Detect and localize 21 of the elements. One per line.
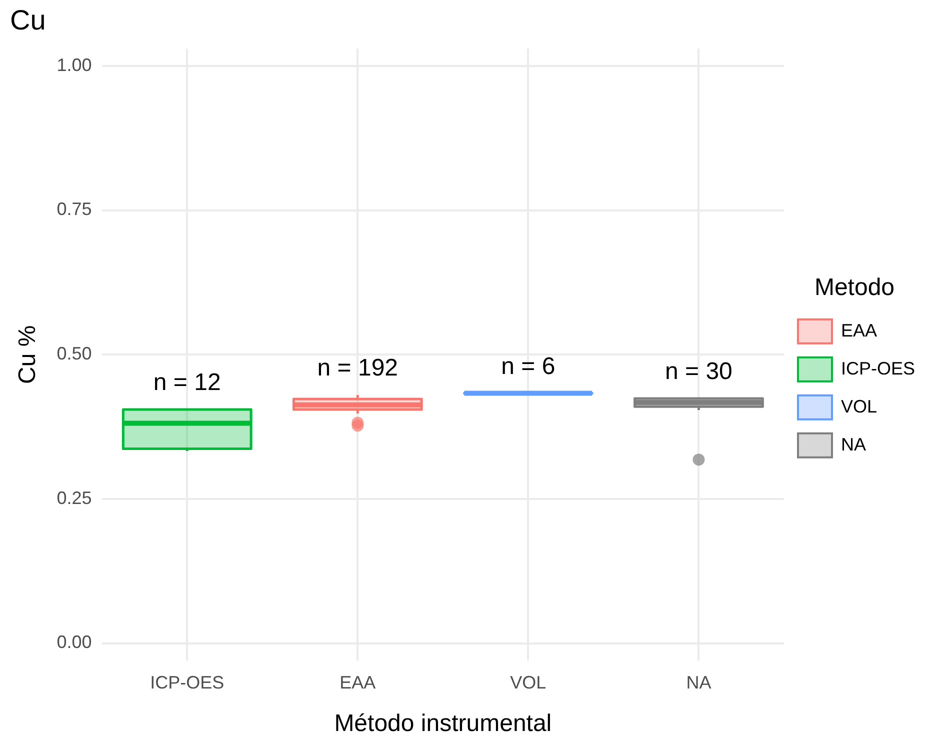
legend-label: VOL bbox=[840, 396, 878, 416]
y-tick-label: 1.00 bbox=[56, 54, 92, 75]
annotation: n = 12 bbox=[153, 369, 221, 396]
legend-label: NA bbox=[840, 434, 866, 454]
legend-label: ICP-OES bbox=[840, 358, 916, 378]
y-tick-label: 0.75 bbox=[56, 199, 92, 220]
x-tick-label: NA bbox=[686, 672, 712, 692]
legend-label: EAA bbox=[840, 320, 878, 340]
x-tick-label: ICP-OES bbox=[150, 672, 224, 692]
annotation: n = 6 bbox=[501, 352, 556, 380]
annotation: n = 30 bbox=[665, 358, 732, 386]
legend-title: Metodo bbox=[814, 274, 895, 302]
y-tick-label: 0.25 bbox=[56, 488, 92, 508]
x-axis-title: Método instrumental bbox=[334, 710, 552, 738]
x-tick-label: VOL bbox=[510, 672, 546, 692]
y-axis-title: Cu % bbox=[14, 325, 42, 384]
annotation: n = 192 bbox=[317, 354, 398, 382]
y-tick-label: 0.50 bbox=[56, 344, 92, 364]
x-tick-label: EAA bbox=[340, 672, 376, 692]
y-tick-label: 0.00 bbox=[56, 632, 92, 652]
chart-title: Cu bbox=[10, 4, 46, 36]
